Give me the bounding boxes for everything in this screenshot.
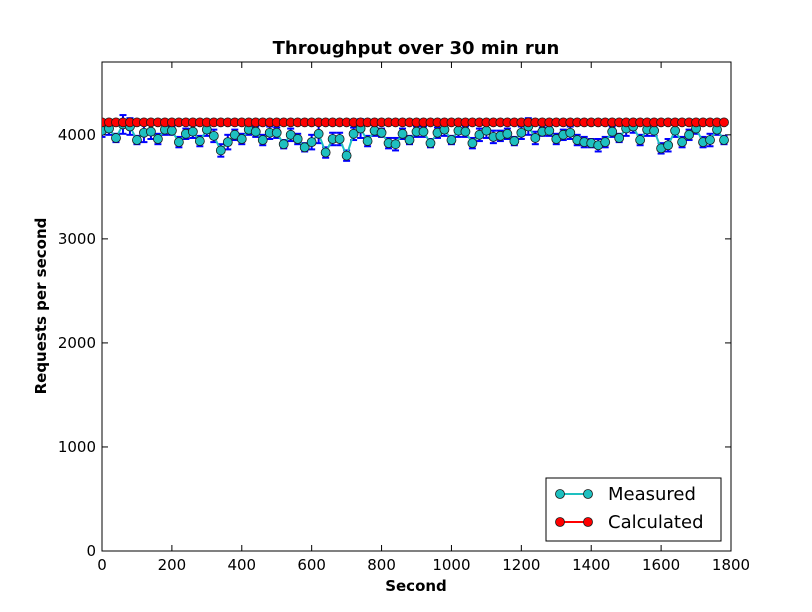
measured-point <box>607 126 618 137</box>
measured-point <box>132 135 142 145</box>
y-tick-label: 0 <box>86 542 96 560</box>
measured-point <box>446 135 457 145</box>
measured-point <box>187 126 198 137</box>
measured-point <box>544 125 555 136</box>
measured-point <box>677 137 687 148</box>
x-tick-label: 1200 <box>502 556 540 574</box>
measured-point <box>418 126 429 137</box>
measured-point <box>215 145 226 156</box>
measured-point <box>299 142 310 153</box>
measured-point <box>146 126 156 137</box>
measured-point <box>111 133 121 143</box>
measured-point <box>684 129 694 140</box>
y-tick-label: 1000 <box>58 438 96 456</box>
measured-point <box>278 139 289 150</box>
y-tick-label: 3000 <box>58 230 96 248</box>
measured-point <box>460 126 471 137</box>
legend-label: Calculated <box>608 512 704 533</box>
measured-point <box>390 139 401 150</box>
measured-point <box>153 134 163 144</box>
measured-point <box>348 128 359 139</box>
x-tick-label: 1400 <box>572 556 610 574</box>
measured-point <box>194 136 205 146</box>
measured-point <box>719 135 729 145</box>
legend-label: Measured <box>608 484 696 505</box>
x-axis-label: Second <box>385 577 447 595</box>
measured-point <box>649 125 660 136</box>
measured-point <box>208 130 219 141</box>
measured-point <box>516 127 527 138</box>
measured-point <box>397 128 408 139</box>
measured-point <box>362 136 373 146</box>
measured-point <box>502 128 513 139</box>
measured-point <box>292 134 303 144</box>
measured-point <box>313 128 324 139</box>
measured-point <box>376 127 387 138</box>
legend-box <box>545 477 722 542</box>
measured-point <box>173 137 184 148</box>
legend-marker <box>583 517 593 527</box>
x-tick-label: 1000 <box>432 556 470 574</box>
measured-point <box>236 134 247 144</box>
measured-point <box>166 125 177 136</box>
calculated-point <box>719 117 729 128</box>
x-tick-label: 800 <box>367 556 396 574</box>
measured-point <box>635 135 646 145</box>
legend-marker <box>555 517 565 527</box>
measured-point <box>600 137 611 148</box>
measured-point <box>222 137 233 148</box>
measured-point <box>404 135 415 145</box>
y-tick-label: 4000 <box>58 126 96 144</box>
plot-frame <box>101 61 732 552</box>
legend-marker <box>555 489 565 499</box>
x-tick-label: 1600 <box>642 556 680 574</box>
x-tick-label: 600 <box>297 556 326 574</box>
measured-point <box>341 150 352 161</box>
measured-point <box>705 135 715 145</box>
measured-point <box>257 135 268 145</box>
measured-point <box>670 125 680 136</box>
y-axis-label: Requests per second <box>32 218 50 395</box>
measured-point <box>663 140 673 151</box>
x-tick-label: 1800 <box>712 556 750 574</box>
x-tick-label: 200 <box>158 556 187 574</box>
measured-point <box>565 127 576 138</box>
measured-point <box>509 136 520 146</box>
measured-point <box>614 133 625 143</box>
measured-point <box>425 138 436 149</box>
measured-point <box>467 138 478 149</box>
legend-marker <box>583 489 593 499</box>
plot-area: 0 200 400 600 800 1000 1200 1400 1600 1800 0 1000 20… <box>58 61 750 574</box>
y-tick-label: 2000 <box>58 334 96 352</box>
measured-point <box>320 147 331 158</box>
chart-title: Throughput over 30 min run <box>273 38 560 59</box>
measured-point <box>334 134 345 144</box>
measured-point <box>481 125 492 136</box>
measured-point <box>250 126 261 137</box>
x-tick-label: 0 <box>97 556 107 574</box>
measured-point <box>306 137 317 148</box>
legend: Measured Calculated <box>545 477 722 542</box>
data-layer <box>102 114 729 162</box>
x-tick-label: 400 <box>227 556 256 574</box>
measured-point <box>271 127 282 138</box>
measured-point <box>530 133 541 143</box>
